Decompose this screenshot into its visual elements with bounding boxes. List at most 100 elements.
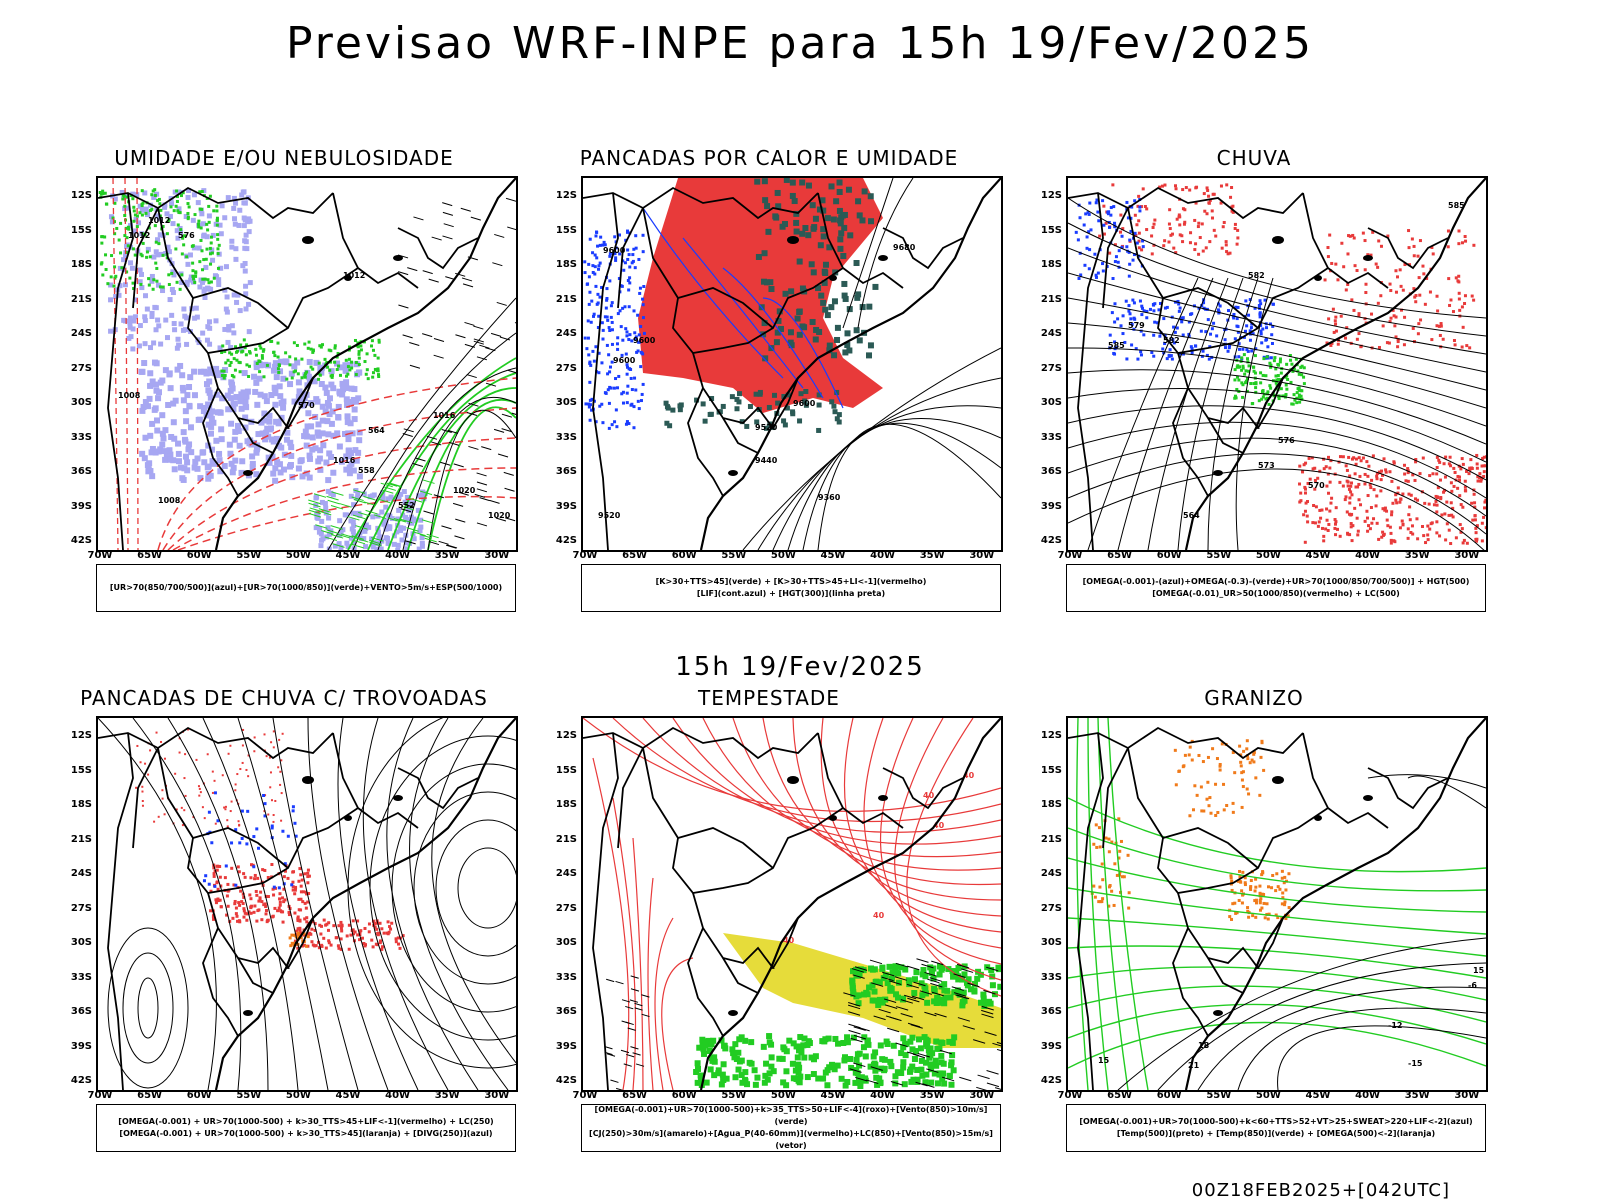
field-pixel: [1197, 754, 1200, 757]
field-pixel: [320, 430, 326, 436]
field-pixel: [299, 928, 302, 931]
field-pixel: [183, 777, 185, 779]
field-pixel: [239, 344, 242, 347]
lake: [1314, 815, 1322, 821]
contour-label: 552: [398, 501, 415, 510]
panel-title: UMIDADE E/OU NEBULOSIDADE: [54, 146, 514, 170]
field-pixel: [237, 443, 243, 449]
field-pixel: [155, 318, 160, 323]
field-pixel: [379, 922, 382, 925]
field-pixel: [941, 1061, 947, 1067]
wind-vector: [434, 355, 444, 358]
field-pixel: [312, 348, 315, 351]
wind-vector: [432, 237, 442, 240]
field-pixel: [350, 367, 353, 370]
country-border: [158, 748, 358, 893]
field-pixel: [1376, 266, 1379, 269]
field-pixel: [287, 381, 293, 387]
field-pixel: [128, 325, 133, 330]
field-pixel: [218, 426, 224, 432]
field-pixel: [606, 319, 609, 322]
field-pixel: [1266, 345, 1269, 348]
field-pixel: [938, 1053, 944, 1059]
field-pixel: [1244, 299, 1247, 302]
field-pixel: [204, 874, 207, 877]
field-pixel: [839, 1076, 845, 1082]
field-pixel: [614, 256, 617, 259]
field-pixel: [278, 739, 280, 741]
field-pixel: [588, 361, 591, 364]
field-pixel: [123, 205, 126, 208]
wind-vector: [959, 1077, 971, 1081]
field-pixel: [1213, 193, 1216, 196]
country-border: [1068, 728, 1303, 758]
field-pixel: [209, 416, 215, 422]
lake: [787, 776, 799, 784]
field-pixel: [1086, 247, 1089, 250]
field-pixel: [1376, 522, 1379, 525]
field-pixel: [1234, 337, 1237, 340]
field-pixel: [174, 247, 177, 250]
field-pixel: [333, 347, 336, 350]
field-pixel: [1456, 487, 1459, 490]
field-pixel: [186, 212, 189, 215]
field-pixel: [1378, 346, 1381, 349]
field-pixel: [866, 304, 872, 310]
field-pixel: [217, 409, 223, 415]
field-pixel: [219, 436, 225, 442]
field-pixel: [379, 941, 382, 944]
field-pixel: [277, 371, 280, 374]
field-pixel: [847, 232, 853, 238]
field-pixel: [1153, 321, 1156, 324]
field-pixel: [584, 402, 587, 405]
field-pixel: [243, 284, 248, 289]
field-pixel: [292, 805, 295, 808]
field-pixel: [732, 1074, 738, 1080]
field-pixel: [119, 251, 122, 254]
field-pixel: [383, 932, 386, 935]
field-pixel: [186, 403, 192, 409]
field-pixel: [1356, 269, 1359, 272]
field-pixel: [1367, 465, 1370, 468]
field-pixel: [326, 516, 331, 521]
wind-vector: [467, 375, 477, 378]
field-pixel: [296, 344, 299, 347]
field-pixel: [1458, 476, 1461, 479]
field-pixel: [185, 255, 188, 258]
field-pixel: [1375, 477, 1378, 480]
field-pixel: [749, 1061, 755, 1067]
field-pixel: [637, 349, 640, 352]
field-pixel: [216, 224, 219, 227]
field-pixel: [595, 231, 598, 234]
wind-vector: [463, 284, 473, 287]
field-pixel: [238, 308, 243, 313]
field-pixel: [149, 209, 152, 212]
wind-vector: [498, 454, 508, 457]
wind-vector: [497, 302, 507, 305]
legend-line: [OMEGA(-0.001)+UR>70(1000-500)+k>35_TTS>…: [582, 1104, 1000, 1128]
field-pixel: [1238, 348, 1241, 351]
field-pixel: [231, 206, 236, 211]
field-pixel: [1212, 322, 1215, 325]
latitude-tick-label: 30S: [1024, 937, 1062, 948]
wind-vector: [444, 224, 454, 227]
field-pixel: [1447, 514, 1450, 517]
field-pixel: [1117, 261, 1120, 264]
field-pixel: [1354, 264, 1357, 267]
latitude-tick-label: 33S: [54, 432, 92, 443]
field-pixel: [284, 898, 287, 901]
field-pixel: [142, 314, 147, 319]
field-pixel: [1169, 348, 1172, 351]
field-pixel: [1452, 467, 1455, 470]
field-pixel: [951, 989, 957, 995]
field-pixel: [1301, 470, 1304, 473]
contour-label: 1016: [433, 411, 456, 420]
field-pixel: [248, 365, 251, 368]
field-pixel: [291, 363, 297, 369]
field-pixel: [1447, 245, 1450, 248]
field-pixel: [1411, 533, 1414, 536]
field-pixel: [1245, 324, 1248, 327]
wind-vector: [442, 236, 452, 239]
field-pixel: [601, 321, 604, 324]
